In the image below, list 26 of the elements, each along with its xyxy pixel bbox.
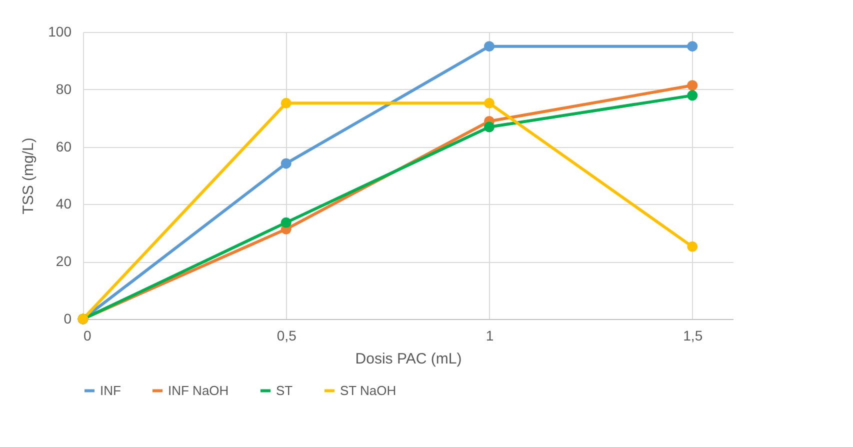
point (484, 122, 494, 132)
point (484, 41, 494, 52)
x-tick-label: 1 (486, 328, 494, 344)
y-tick-label: 20 (56, 253, 72, 270)
x-tick-label: 0,5 (276, 328, 297, 344)
point (484, 98, 494, 108)
y-axis-title: TSS (mg/L) (20, 138, 38, 214)
legend-label: INF (100, 382, 121, 398)
y-tick-label: 40 (56, 196, 72, 212)
legend-label: ST (276, 382, 293, 398)
y-tick-label: 80 (56, 80, 72, 97)
point (280, 98, 292, 108)
point (687, 41, 698, 52)
y-tick-label: 60 (56, 138, 72, 154)
x-tick-label: 0 (84, 328, 92, 344)
point (280, 217, 292, 228)
y-tick-label: 0 (64, 310, 72, 326)
legend-label: INF NaOH (168, 382, 229, 398)
x-axis-title: Dosis PAC (mL) (355, 350, 462, 368)
x-tick-label: 1,5 (683, 328, 703, 344)
point (280, 158, 292, 169)
point (687, 80, 698, 91)
point (687, 90, 698, 101)
point (687, 241, 698, 252)
y-tick-label: 100 (48, 24, 72, 40)
legend-label: ST NaOH (340, 382, 396, 398)
